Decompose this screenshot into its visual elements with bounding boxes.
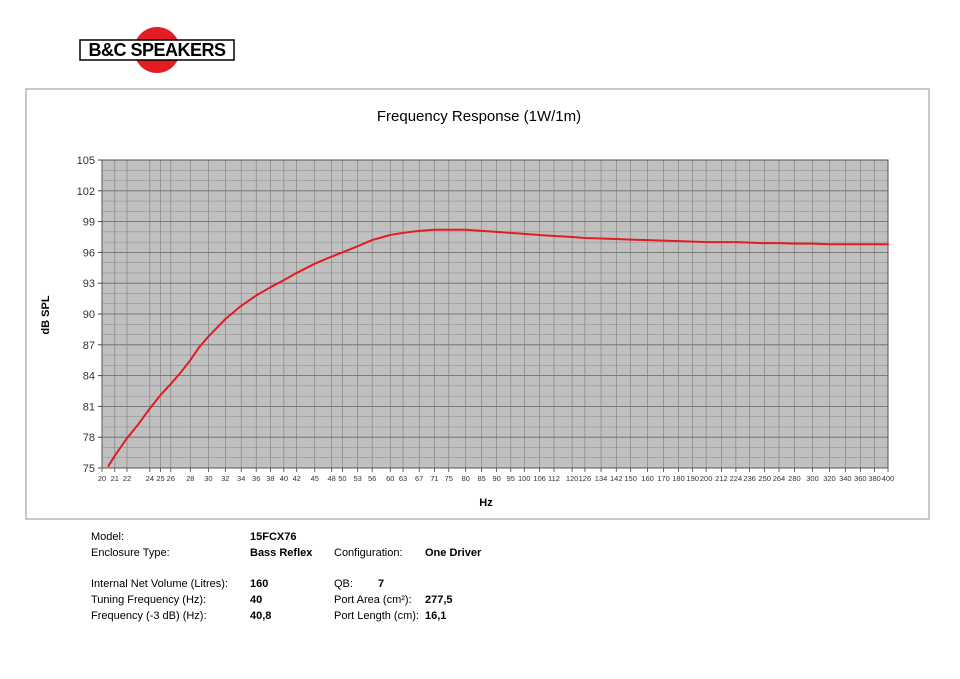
qb-value: 7	[378, 578, 385, 590]
tuning-label: Tuning Frequency (Hz):	[91, 594, 207, 606]
model-value: 15FCX76	[250, 531, 297, 543]
x-tick-label: 112	[548, 474, 560, 483]
x-tick-label: 120	[566, 474, 579, 483]
x-tick-label: 25	[156, 474, 164, 483]
volume-value: 160	[250, 578, 269, 590]
y-axis-label: dB SPL	[40, 295, 52, 334]
y-tick-label: 75	[83, 463, 95, 475]
x-tick-label: 60	[386, 474, 394, 483]
x-tick-label: 190	[686, 474, 699, 483]
x-tick-label: 150	[624, 474, 637, 483]
x-tick-label: 45	[311, 474, 319, 483]
x-tick-label: 340	[839, 474, 852, 483]
x-tick-label: 75	[445, 474, 453, 483]
x-tick-label: 30	[204, 474, 212, 483]
chart-frame: Frequency Response (1W/1m) 75 78 81 84 87 90 9…	[25, 88, 930, 520]
volume-label: Internal Net Volume (Litres):	[91, 578, 228, 590]
port-length-label: Port Length (cm):	[334, 610, 419, 622]
x-tick-label: 142	[610, 474, 623, 483]
x-tick-label: 95	[507, 474, 515, 483]
y-tick-label: 93	[83, 278, 95, 290]
series-line-0	[107, 228, 889, 467]
x-tick-label: 71	[430, 474, 438, 483]
configuration-label: Configuration:	[334, 547, 403, 559]
model-label: Model:	[91, 531, 125, 543]
brand-logo: B&C SPEAKERS	[79, 27, 235, 73]
x-tick-label: 53	[354, 474, 362, 483]
f3-label: Frequency (-3 dB) (Hz):	[91, 610, 207, 622]
x-tick-label: 126	[579, 474, 592, 483]
x-tick-label: 160	[641, 474, 654, 483]
enclosure-label: Enclosure Type:	[91, 547, 170, 559]
x-tick-label: 106	[533, 474, 546, 483]
x-tick-label: 250	[758, 474, 771, 483]
x-tick-label: 85	[477, 474, 485, 483]
x-tick-label: 134	[595, 474, 608, 483]
x-tick-label: 170	[657, 474, 670, 483]
x-tick-label: 63	[399, 474, 407, 483]
x-tick-label: 236	[743, 474, 756, 483]
f3-value: 40,8	[250, 610, 272, 622]
enclosure-value: Bass Reflex	[250, 547, 313, 559]
x-tick-label: 400	[882, 474, 895, 483]
x-tick-label: 56	[368, 474, 376, 483]
logo-text: B&C SPEAKERS	[88, 40, 226, 60]
x-tick-label: 100	[518, 474, 531, 483]
y-tick-label: 84	[83, 371, 95, 383]
y-tick-label: 78	[83, 432, 95, 444]
x-tick-label: 90	[492, 474, 500, 483]
x-tick-label: 280	[788, 474, 801, 483]
y-tick-label: 87	[83, 340, 95, 352]
y-tick-label: 90	[83, 309, 95, 321]
x-tick-label: 80	[462, 474, 470, 483]
x-tick-label: 26	[167, 474, 175, 483]
y-tick-label: 99	[83, 217, 95, 229]
x-tick-label: 28	[186, 474, 194, 483]
x-tick-label: 22	[123, 474, 131, 483]
x-tick-label: 48	[328, 474, 336, 483]
y-tick-label: 96	[83, 247, 95, 259]
x-tick-label: 224	[730, 474, 743, 483]
x-tick-label: 264	[773, 474, 786, 483]
x-tick-label: 24	[146, 474, 154, 483]
x-tick-label: 20	[98, 474, 106, 483]
x-tick-label: 50	[338, 474, 346, 483]
x-tick-label: 32	[221, 474, 229, 483]
x-tick-label: 21	[111, 474, 119, 483]
x-tick-label: 180	[672, 474, 685, 483]
x-tick-label: 212	[715, 474, 728, 483]
x-tick-label: 36	[252, 474, 260, 483]
y-tick-label: 105	[77, 155, 95, 167]
x-tick-label: 34	[237, 474, 245, 483]
x-tick-label: 360	[854, 474, 867, 483]
x-tick-label: 380	[868, 474, 881, 483]
tuning-value: 40	[250, 594, 263, 606]
port-area-value: 277,5	[425, 594, 453, 606]
y-tick-label: 81	[83, 401, 95, 413]
x-tick-label: 300	[806, 474, 819, 483]
chart-title: Frequency Response (1W/1m)	[377, 108, 581, 125]
x-tick-label: 200	[700, 474, 713, 483]
x-axis-label: Hz	[479, 497, 493, 509]
x-tick-label: 42	[292, 474, 300, 483]
x-tick-label: 38	[266, 474, 274, 483]
port-length-value: 16,1	[425, 610, 447, 622]
x-tick-label: 67	[415, 474, 423, 483]
y-tick-label: 102	[77, 186, 95, 198]
qb-label: QB:	[334, 578, 353, 590]
frequency-response-chart: Frequency Response (1W/1m) 75 78 81 84 87 90 9…	[40, 108, 895, 509]
x-tick-label: 320	[823, 474, 836, 483]
port-area-label: Port Area (cm²):	[334, 594, 412, 606]
x-tick-label: 40	[280, 474, 288, 483]
configuration-value: One Driver	[425, 547, 482, 559]
